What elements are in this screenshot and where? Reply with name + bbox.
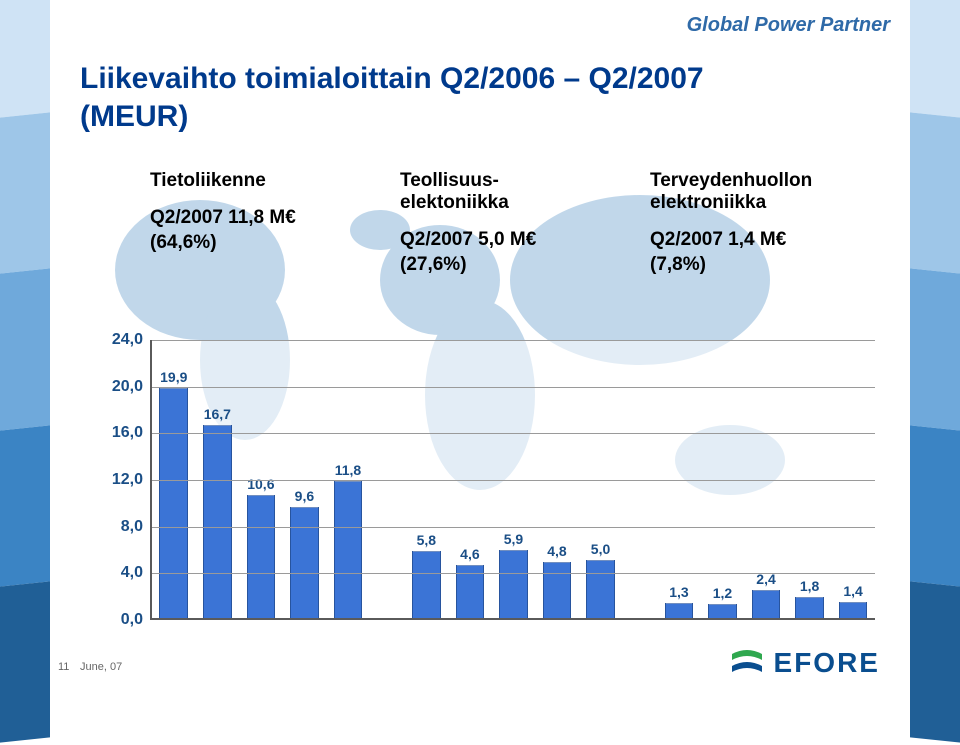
bar-value-label: 10,6 [247, 476, 274, 492]
footer-date: June, 07 [80, 661, 122, 673]
page-number: 11 [58, 661, 69, 673]
cat-telecom-share: (64,6%) [150, 231, 360, 256]
y-tick-label: 4,0 [95, 564, 143, 582]
y-tick-label: 0,0 [95, 611, 143, 629]
cat-healthcare-value: Q2/2007 1,4 M€ [650, 228, 860, 253]
chart-plot-area: 19,9 16,7 10,6 9,6 11,8 5,8 4,6 5,9 4,8 5,0 1,3 1,2… [150, 340, 875, 620]
bar-slot: 10,6 [239, 340, 283, 618]
category-telecom: Tietoliikenne Q2/2007 11,8 M€ (64,6%) [150, 170, 360, 277]
bar-value-label: 11,8 [335, 462, 361, 478]
bar-value-label: 5,8 [417, 532, 436, 548]
bar-slot: 5,9 [492, 340, 536, 618]
bar: 1,8 [795, 597, 824, 618]
tagline: Global Power Partner [687, 14, 890, 37]
logo-mark-icon [730, 650, 764, 676]
logo-text: EFORE [774, 647, 880, 679]
bar-slot: 5,8 [405, 340, 449, 618]
bar-value-label: 4,6 [460, 546, 479, 562]
bar-value-label: 9,6 [295, 488, 314, 504]
side-strip-left [0, 0, 50, 745]
bar: 9,6 [290, 507, 319, 618]
bar: 2,4 [752, 590, 781, 618]
y-tick-label: 8,0 [95, 518, 143, 536]
bar: 10,6 [247, 495, 276, 618]
y-tick-label: 20,0 [95, 378, 143, 396]
bar-slot: 11,8 [326, 340, 370, 618]
bar-slot: 1,2 [701, 340, 745, 618]
bar: 16,7 [203, 425, 232, 618]
bar: 11,8 [334, 481, 363, 618]
bar-slot: 2,4 [744, 340, 788, 618]
y-tick-label: 16,0 [95, 424, 143, 442]
bar: 1,2 [708, 604, 737, 618]
bar-value-label: 1,3 [669, 584, 688, 600]
title-line1: Liikevaihto toimialoittain Q2/2006 – Q2/… [80, 60, 704, 98]
slide-title: Liikevaihto toimialoittain Q2/2006 – Q2/… [80, 60, 704, 135]
bar-value-label: 5,0 [591, 541, 610, 557]
title-line2: (MEUR) [80, 98, 704, 136]
cat-telecom-value: Q2/2007 11,8 M€ [150, 206, 360, 231]
company-logo: EFORE [730, 647, 880, 679]
bar-value-label: 5,9 [504, 531, 523, 547]
cat-telecom-name: Tietoliikenne [150, 170, 360, 192]
y-tick-label: 12,0 [95, 471, 143, 489]
chart-bars: 19,9 16,7 10,6 9,6 11,8 5,8 4,6 5,9 4,8 5,0 1,3 1,2… [152, 340, 875, 618]
bar-slot: 5,0 [579, 340, 623, 618]
cat-healthcare-share: (7,8%) [650, 253, 860, 278]
bar: 1,4 [839, 602, 868, 618]
bar-slot: 1,4 [831, 340, 875, 618]
bar-slot: 9,6 [283, 340, 327, 618]
group-spacer [370, 340, 405, 618]
y-tick-label: 24,0 [95, 331, 143, 349]
bar-value-label: 4,8 [547, 543, 566, 559]
side-strip-right [910, 0, 960, 745]
bar: 1,3 [665, 603, 694, 618]
category-labels: Tietoliikenne Q2/2007 11,8 M€ (64,6%) Te… [150, 170, 860, 277]
bar: 5,9 [499, 550, 528, 618]
cat-industrial-value: Q2/2007 5,0 M€ [400, 228, 610, 253]
bar-value-label: 16,7 [204, 406, 231, 422]
bar-slot: 4,6 [448, 340, 492, 618]
group-spacer [622, 340, 657, 618]
bar: 4,8 [543, 562, 572, 618]
bar-chart: 19,9 16,7 10,6 9,6 11,8 5,8 4,6 5,9 4,8 5,0 1,3 1,2… [95, 340, 875, 640]
cat-industrial-name: Teollisuus- elektoniikka [400, 170, 610, 214]
bar-value-label: 19,9 [160, 369, 187, 385]
cat-healthcare-name: Terveydenhuollon elektroniikka [650, 170, 860, 214]
bar: 5,8 [412, 551, 441, 618]
bar-value-label: 1,8 [800, 578, 819, 594]
bar-slot: 19,9 [152, 340, 196, 618]
category-healthcare: Terveydenhuollon elektroniikka Q2/2007 1… [650, 170, 860, 277]
bar: 19,9 [159, 388, 188, 619]
bar-value-label: 1,2 [713, 585, 732, 601]
bar-slot: 1,8 [788, 340, 832, 618]
bar-slot: 16,7 [196, 340, 240, 618]
bar: 5,0 [586, 560, 615, 618]
bar-slot: 4,8 [535, 340, 579, 618]
bar-slot: 1,3 [657, 340, 701, 618]
bar-value-label: 1,4 [843, 583, 862, 599]
cat-industrial-share: (27,6%) [400, 253, 610, 278]
category-industrial: Teollisuus- elektoniikka Q2/2007 5,0 M€ … [400, 170, 610, 277]
